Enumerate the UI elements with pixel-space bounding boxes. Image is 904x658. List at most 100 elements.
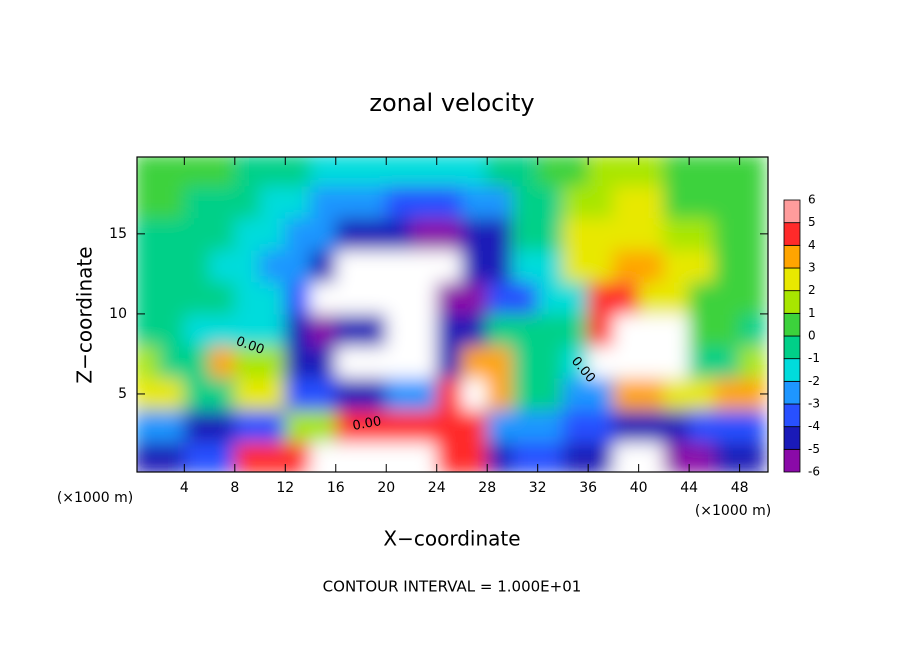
- heat-cell: [436, 313, 463, 347]
- heat-cell: [410, 377, 438, 411]
- heat-cell: [486, 313, 513, 347]
- heat-cell: [511, 281, 539, 315]
- heat-cell: [739, 441, 766, 472]
- x-tick-label: 4: [180, 480, 189, 496]
- heat-cell: [436, 185, 463, 219]
- heat-cell: [259, 313, 286, 347]
- heat-cell: [537, 441, 564, 472]
- heat-cell: [360, 313, 387, 347]
- heat-cell: [638, 313, 665, 347]
- heat-cell: [638, 249, 665, 283]
- colorbar-label: 2: [808, 283, 816, 297]
- heat-cell: [284, 313, 312, 347]
- heat-cell: [663, 313, 690, 347]
- heat-cell: [436, 217, 463, 251]
- heat-cell: [410, 441, 438, 472]
- heat-cell: [436, 345, 463, 379]
- heat-cell: [587, 409, 614, 443]
- heat-cell: [158, 377, 185, 411]
- heat-cell: [638, 185, 665, 219]
- heat-cell: [562, 345, 589, 379]
- heat-cell: [158, 157, 185, 187]
- x-tick-label: 48: [731, 480, 749, 496]
- colorbar-label: 6: [808, 193, 816, 207]
- heat-cell: [688, 313, 715, 347]
- heat-cell: [537, 313, 564, 347]
- heat-cell: [688, 185, 715, 219]
- heat-cell: [284, 185, 312, 219]
- heat-cell: [511, 345, 539, 379]
- heat-cell: [436, 377, 463, 411]
- heat-cell: [209, 409, 236, 443]
- heat-cell: [663, 249, 690, 283]
- heat-cell: [713, 249, 741, 283]
- heat-cell: [562, 157, 589, 187]
- heat-cell: [410, 157, 438, 187]
- heat-cell: [612, 441, 640, 472]
- heat-cell: [259, 377, 286, 411]
- heat-cell: [562, 249, 589, 283]
- heat-cell: [310, 345, 337, 379]
- heat-cell: [137, 281, 160, 315]
- heat-cell: [410, 313, 438, 347]
- heat-cell: [209, 281, 236, 315]
- heat-cell: [335, 157, 362, 187]
- heat-cell: [713, 313, 741, 347]
- heat-cell: [209, 313, 236, 347]
- heat-cell: [638, 345, 665, 379]
- heat-cell: [385, 377, 412, 411]
- x-tick-label: 16: [327, 480, 345, 496]
- colorbar-bin: [783, 380, 801, 405]
- heat-cell: [612, 345, 640, 379]
- heat-cell: [461, 409, 488, 443]
- heat-cell: [234, 281, 261, 315]
- heat-cell: [587, 157, 614, 187]
- heat-cell: [234, 441, 261, 472]
- heat-cell: [486, 409, 513, 443]
- x-tick-label: 20: [377, 480, 395, 496]
- heat-cell: [587, 313, 614, 347]
- colorbar-bin: [783, 267, 801, 292]
- field: [137, 157, 766, 472]
- heat-cell: [562, 217, 589, 251]
- x-tick-label: 40: [630, 480, 648, 496]
- heat-cell: [436, 281, 463, 315]
- heat-cell: [486, 345, 513, 379]
- chart-title: zonal velocity: [369, 89, 534, 117]
- heat-cell: [612, 217, 640, 251]
- heat-cell: [537, 281, 564, 315]
- heat-cell: [385, 185, 412, 219]
- heat-cell: [284, 281, 312, 315]
- heat-cell: [158, 409, 185, 443]
- heat-cell: [486, 217, 513, 251]
- colorbar-bin: [783, 335, 801, 360]
- heat-cell: [486, 281, 513, 315]
- heat-cell: [562, 185, 589, 219]
- heat-cell: [209, 217, 236, 251]
- heat-cell: [234, 157, 261, 187]
- colorbar-bin: [783, 426, 801, 450]
- colorbar-bin: [783, 290, 801, 314]
- heat-cell: [335, 409, 362, 443]
- heat-cell: [360, 249, 387, 283]
- heat-cell: [713, 217, 741, 251]
- heat-cell: [284, 157, 312, 187]
- x-tick-label: 36: [579, 480, 597, 496]
- heat-cell: [310, 377, 337, 411]
- colorbar-label: -5: [808, 442, 820, 456]
- heat-cell: [663, 217, 690, 251]
- heat-cell: [436, 441, 463, 472]
- heat-cell: [209, 441, 236, 472]
- y-tick-label: 5: [118, 386, 127, 402]
- heat-cell: [587, 281, 614, 315]
- heat-cell: [562, 377, 589, 411]
- heat-cell: [537, 217, 564, 251]
- heat-cell: [436, 157, 463, 187]
- heat-cell: [461, 185, 488, 219]
- heat-cell: [158, 185, 185, 219]
- heat-cell: [486, 441, 513, 472]
- heat-cell: [284, 217, 312, 251]
- heat-cell: [638, 409, 665, 443]
- heat-cell: [688, 157, 715, 187]
